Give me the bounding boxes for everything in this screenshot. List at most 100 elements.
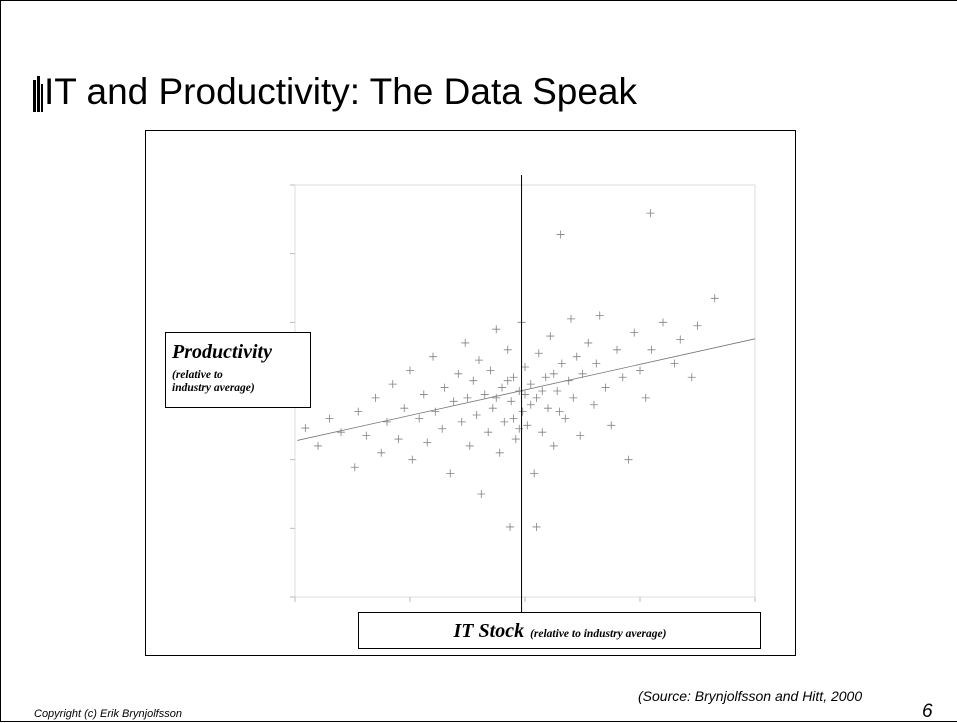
fit-line [297, 338, 756, 441]
point [544, 404, 552, 413]
point [500, 417, 509, 426]
point [486, 366, 495, 375]
point [419, 390, 428, 399]
point [484, 428, 493, 437]
point [532, 393, 541, 402]
point [488, 404, 497, 413]
point [538, 387, 547, 395]
point [301, 424, 310, 433]
point [408, 455, 417, 464]
point [676, 335, 685, 344]
point [584, 338, 593, 347]
point [641, 393, 650, 402]
point [449, 397, 458, 406]
point [394, 435, 403, 444]
point [567, 314, 575, 323]
point [549, 369, 558, 378]
point [472, 411, 481, 420]
copyright: Copyright (c) Erik Brynjolfsson [34, 708, 182, 720]
point [630, 328, 639, 337]
point [659, 318, 667, 327]
point [538, 428, 547, 437]
point [314, 441, 322, 450]
point [325, 414, 334, 423]
point [572, 352, 581, 361]
point [530, 469, 539, 478]
point [553, 387, 562, 395]
point [495, 448, 504, 457]
y-label-note: (relative to [172, 369, 223, 381]
point [607, 421, 616, 430]
point [377, 448, 386, 457]
point [541, 373, 550, 382]
point [503, 376, 512, 385]
point [578, 369, 587, 378]
point [461, 338, 470, 347]
point [569, 393, 578, 402]
point [532, 522, 541, 531]
y-label: Productivity [171, 341, 272, 363]
point [498, 383, 506, 392]
x-label-text: IT Stock (relative to industry average) [453, 620, 667, 642]
point [383, 417, 391, 426]
point [438, 424, 447, 433]
x-label: IT Stock [453, 620, 525, 642]
point [646, 209, 655, 218]
point [526, 380, 535, 389]
point [624, 455, 633, 464]
x-label-box [358, 612, 761, 649]
point [521, 362, 529, 371]
point [431, 407, 440, 416]
point [521, 390, 529, 399]
point [429, 352, 437, 361]
point [647, 345, 656, 354]
point [457, 417, 466, 426]
point [469, 376, 478, 385]
point [350, 463, 359, 472]
point [362, 431, 371, 440]
y-label-note: industry average) [172, 382, 255, 394]
slide-title: IT and Productivity: The Data Speak [44, 71, 638, 112]
y-label-box [165, 332, 311, 408]
point [371, 393, 380, 402]
point [406, 366, 414, 375]
point [506, 522, 515, 531]
point [636, 366, 644, 375]
point [511, 435, 520, 444]
point [670, 359, 679, 368]
point [546, 332, 555, 341]
point [710, 294, 719, 303]
x-label-note: (relative to industry average) [530, 628, 667, 640]
point [557, 359, 566, 368]
point [463, 393, 472, 402]
page-number: 6 [922, 701, 933, 722]
point [556, 230, 565, 239]
point [534, 349, 543, 358]
point [601, 383, 610, 392]
point [618, 373, 627, 382]
point [388, 380, 397, 389]
point [592, 359, 601, 368]
point [509, 414, 518, 423]
point [518, 407, 527, 416]
point [415, 414, 424, 423]
point [576, 431, 585, 440]
point [555, 407, 564, 416]
point [693, 321, 702, 330]
point [465, 441, 474, 450]
point [454, 369, 463, 378]
point [549, 441, 558, 450]
point [613, 345, 621, 354]
point [561, 414, 570, 423]
point [354, 407, 363, 416]
point [523, 421, 532, 430]
point [337, 428, 345, 437]
point [595, 311, 604, 320]
title-icon [33, 76, 43, 112]
point [423, 438, 432, 447]
point [400, 404, 409, 413]
point [590, 400, 598, 409]
